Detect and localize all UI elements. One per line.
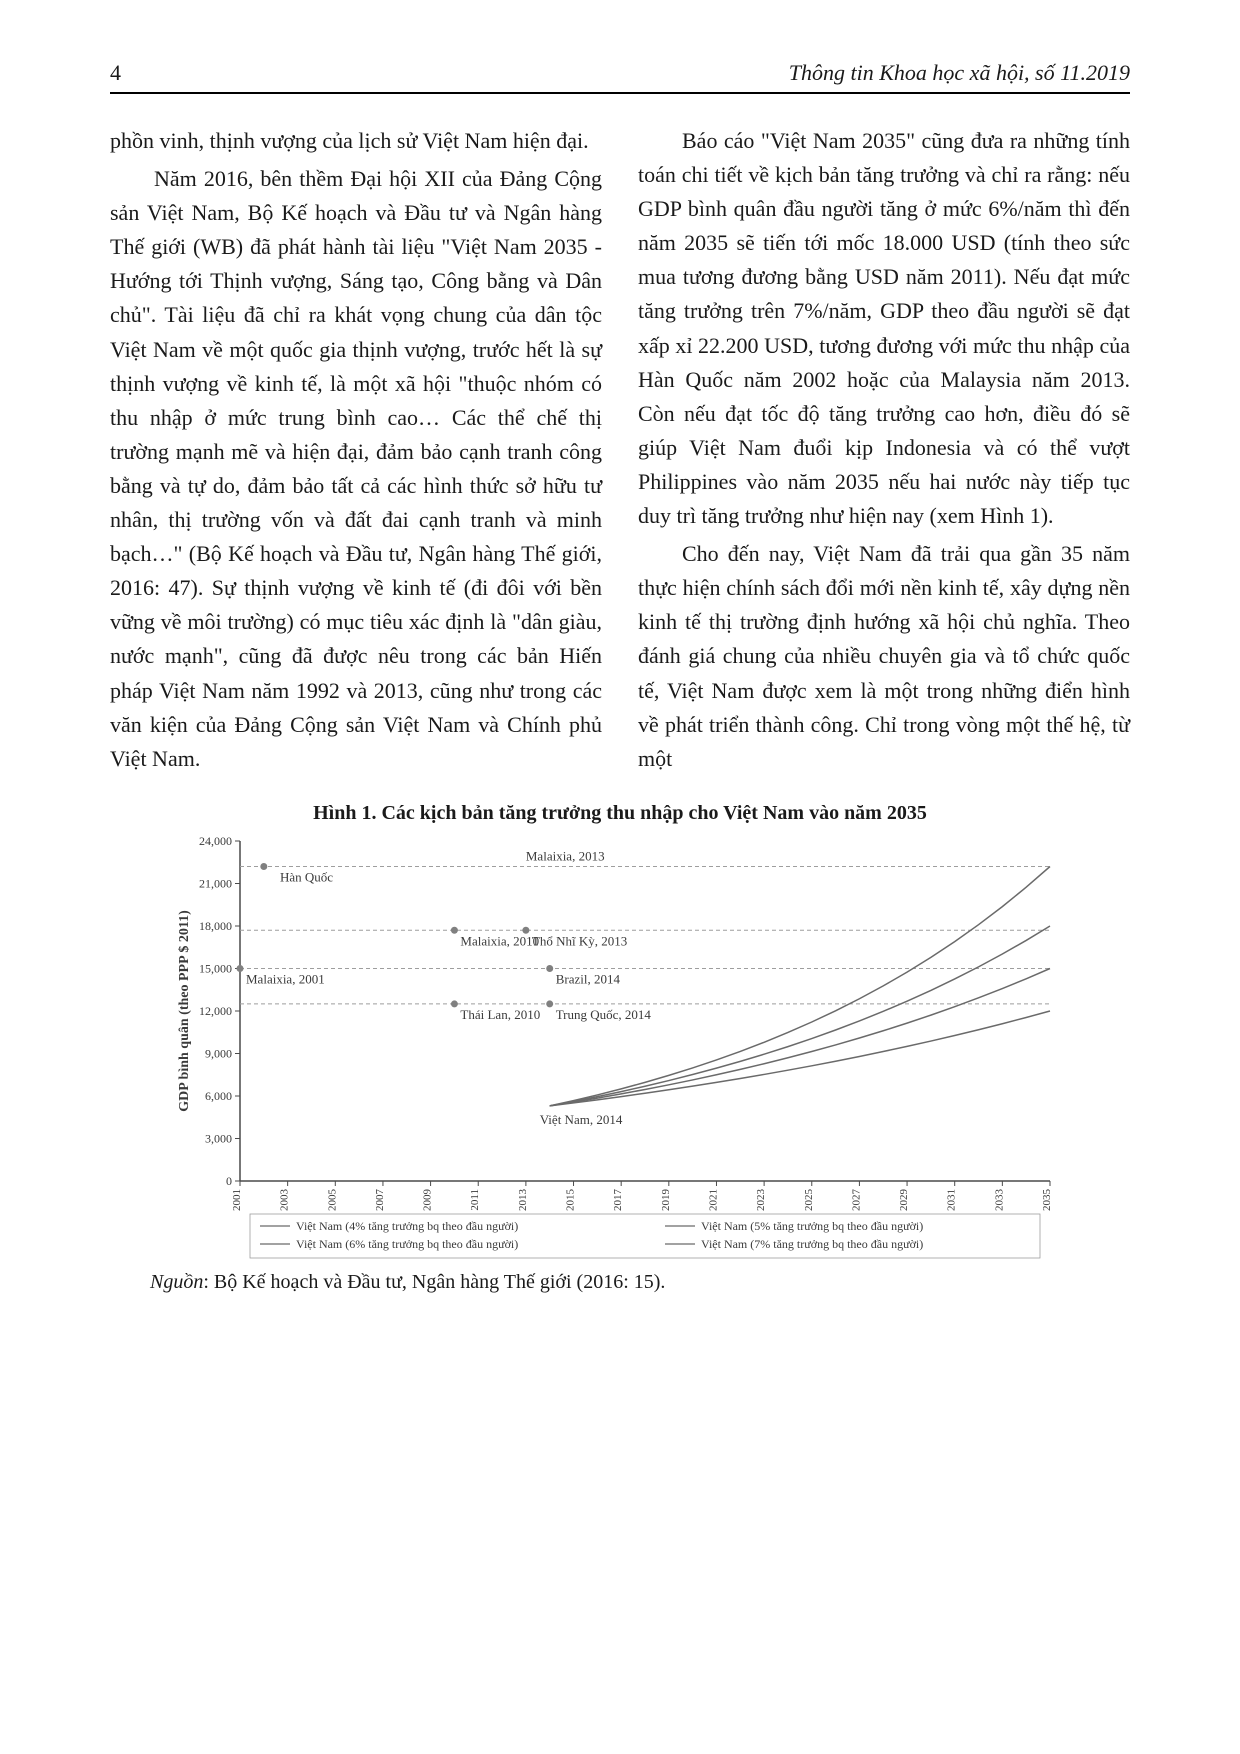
svg-text:24,000: 24,000 (199, 834, 232, 848)
svg-text:2031: 2031 (946, 1189, 958, 1211)
text-columns: phồn vinh, thịnh vượng của lịch sử Việt … (110, 124, 1130, 780)
header-rule (110, 92, 1130, 94)
svg-text:2011: 2011 (469, 1189, 481, 1211)
figure: Hình 1. Các kịch bản tăng trưởng thu nhậ… (110, 802, 1130, 1294)
growth-chart: 0 3,000 6,000 9,000 12,000 15,000 18,000 21,000… (170, 831, 1070, 1261)
svg-text:2027: 2027 (850, 1188, 862, 1211)
svg-text:2017: 2017 (612, 1188, 624, 1211)
svg-text:Việt Nam (7% tăng trưởng bq th: Việt Nam (7% tăng trưởng bq theo đầu ngư… (701, 1237, 923, 1251)
header: 4 Thông tin Khoa học xã hội, số 11.2019 (110, 60, 1130, 86)
paragraph: Báo cáo "Việt Nam 2035" cũng đưa ra nhữn… (638, 124, 1130, 533)
svg-text:Việt Nam (4% tăng trưởng bq th: Việt Nam (4% tăng trưởng bq theo đầu ngư… (296, 1219, 518, 1233)
left-column: phồn vinh, thịnh vượng của lịch sử Việt … (110, 124, 602, 780)
svg-text:2005: 2005 (326, 1188, 338, 1211)
svg-text:Thái Lan, 2010: Thái Lan, 2010 (460, 1007, 540, 1022)
svg-text:2003: 2003 (279, 1188, 291, 1211)
svg-text:Việt Nam, 2014: Việt Nam, 2014 (540, 1112, 623, 1127)
svg-text:2035: 2035 (1041, 1188, 1053, 1211)
journal-title: Thông tin Khoa học xã hội, số 11.2019 (789, 60, 1130, 86)
paragraph: Năm 2016, bên thềm Đại hội XII của Đảng … (110, 162, 602, 776)
svg-text:12,000: 12,000 (199, 1004, 232, 1018)
svg-text:2015: 2015 (565, 1188, 577, 1211)
svg-text:18,000: 18,000 (199, 919, 232, 933)
svg-text:0: 0 (226, 1174, 232, 1188)
paragraph: Cho đến nay, Việt Nam đã trải qua gần 35… (638, 537, 1130, 776)
svg-text:Malaixia, 2010: Malaixia, 2010 (460, 933, 539, 948)
page: 4 Thông tin Khoa học xã hội, số 11.2019 … (0, 0, 1240, 1754)
svg-text:2023: 2023 (755, 1188, 767, 1211)
svg-text:2001: 2001 (231, 1189, 243, 1211)
svg-text:Thổ Nhĩ Kỳ, 2013: Thổ Nhĩ Kỳ, 2013 (532, 933, 627, 948)
source-text: : Bộ Kế hoạch và Đầu tư, Ngân hàng Thế g… (203, 1271, 665, 1293)
svg-text:2021: 2021 (707, 1189, 719, 1211)
right-column: Báo cáo "Việt Nam 2035" cũng đưa ra nhữn… (638, 124, 1130, 780)
svg-text:2013: 2013 (517, 1188, 529, 1211)
source-label: Nguồn (150, 1271, 203, 1293)
svg-text:21,000: 21,000 (199, 876, 232, 890)
svg-text:Việt Nam (5% tăng trưởng bq th: Việt Nam (5% tăng trưởng bq theo đầu ngư… (701, 1219, 923, 1233)
page-number: 4 (110, 60, 121, 86)
svg-text:15,000: 15,000 (199, 961, 232, 975)
svg-text:2033: 2033 (993, 1188, 1005, 1211)
chart-container: 0 3,000 6,000 9,000 12,000 15,000 18,000 21,000… (170, 831, 1070, 1261)
figure-source: Nguồn: Bộ Kế hoạch và Đầu tư, Ngân hàng … (150, 1271, 1130, 1294)
svg-text:Malaixia, 2013: Malaixia, 2013 (526, 848, 605, 863)
svg-text:Malaixia, 2001: Malaixia, 2001 (246, 971, 325, 986)
svg-text:Việt Nam (6% tăng trưởng bq th: Việt Nam (6% tăng trưởng bq theo đầu ngư… (296, 1237, 518, 1251)
svg-text:Hàn Quốc: Hàn Quốc (280, 869, 333, 884)
svg-text:2009: 2009 (422, 1188, 434, 1211)
svg-text:3,000: 3,000 (205, 1131, 232, 1145)
paragraph: phồn vinh, thịnh vượng của lịch sử Việt … (110, 124, 602, 158)
svg-text:6,000: 6,000 (205, 1089, 232, 1103)
svg-text:Trung Quốc, 2014: Trung Quốc, 2014 (556, 1007, 652, 1022)
svg-text:Brazil, 2014: Brazil, 2014 (556, 971, 621, 986)
svg-text:9,000: 9,000 (205, 1046, 232, 1060)
svg-text:GDP bình quân (theo PPP $ 2011: GDP bình quân (theo PPP $ 2011) (177, 910, 192, 1112)
figure-title: Hình 1. Các kịch bản tăng trưởng thu nhậ… (110, 802, 1130, 825)
svg-text:2029: 2029 (898, 1188, 910, 1211)
svg-text:2025: 2025 (803, 1188, 815, 1211)
svg-text:2019: 2019 (660, 1188, 672, 1211)
svg-text:2007: 2007 (374, 1188, 386, 1211)
